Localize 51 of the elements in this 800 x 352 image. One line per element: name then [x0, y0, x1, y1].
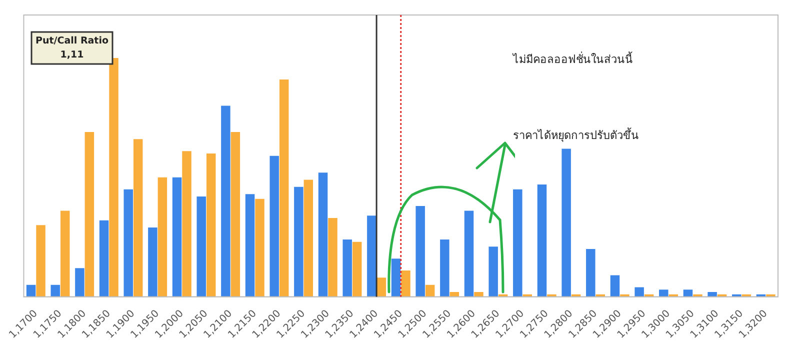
- bar: [84, 132, 94, 297]
- bar: [294, 186, 304, 297]
- bar: [488, 246, 498, 297]
- bar: [610, 275, 620, 297]
- bar: [230, 132, 240, 297]
- bar: [708, 292, 717, 297]
- bar: [537, 184, 547, 297]
- bar: [182, 151, 192, 297]
- bar: [586, 249, 596, 297]
- bar: [99, 220, 109, 297]
- bar: [425, 284, 435, 297]
- bar: [464, 210, 474, 297]
- bar: [158, 177, 168, 297]
- annotation: ราคาได้หยุดการปรับตัวขึ้น: [513, 126, 639, 142]
- bar: [279, 79, 289, 297]
- bar: [328, 218, 338, 297]
- bar: [683, 290, 693, 297]
- bar: [124, 189, 133, 297]
- bar: [221, 106, 230, 297]
- bar: [172, 177, 182, 297]
- bar: [401, 270, 410, 297]
- bar: [376, 278, 386, 297]
- bar: [659, 290, 668, 297]
- bar: [440, 239, 450, 297]
- bar: [513, 189, 522, 297]
- bar: [75, 268, 84, 297]
- bar: [148, 228, 158, 297]
- bar: [634, 287, 644, 297]
- bar: [474, 292, 484, 297]
- bar: [255, 198, 264, 297]
- bar: [133, 139, 143, 297]
- bar: [318, 172, 328, 297]
- bar: [36, 225, 46, 297]
- bar: [367, 216, 376, 297]
- bar: [206, 154, 216, 297]
- bar: [304, 180, 314, 297]
- bar: [352, 242, 362, 297]
- annotation: ไม่มีคอลออฟชั่นในส่วนนี้: [512, 50, 633, 66]
- bar: [342, 239, 352, 297]
- bar: [270, 156, 279, 297]
- bar: [196, 196, 206, 297]
- bar: [391, 258, 401, 297]
- annotation: Put/Call Ratio 1,11: [36, 35, 109, 60]
- bar: [26, 284, 36, 297]
- bar: [416, 206, 425, 297]
- bar: [450, 292, 460, 297]
- bar: [245, 194, 255, 297]
- bar: [562, 148, 571, 297]
- bar: [60, 210, 70, 297]
- bar: [50, 284, 60, 297]
- bar: [109, 58, 118, 297]
